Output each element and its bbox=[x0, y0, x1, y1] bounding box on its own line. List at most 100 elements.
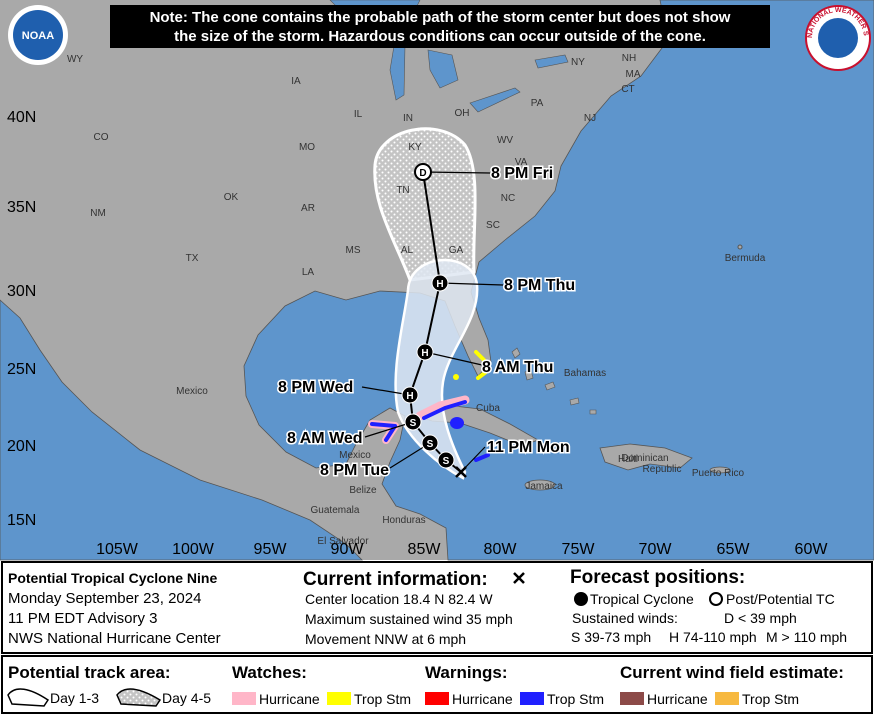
current-info: Movement NNW at 6 mph bbox=[305, 631, 466, 647]
lon-label: 95W bbox=[254, 541, 288, 558]
current-icon bbox=[513, 572, 525, 584]
forecast-key: Post/Potential TC bbox=[726, 591, 835, 607]
lon-label: 100W bbox=[172, 541, 215, 558]
hurricane-watch-cuba bbox=[415, 395, 470, 421]
key-title: Current wind field estimate: bbox=[620, 663, 844, 682]
lon-label: 90W bbox=[331, 541, 365, 558]
forecast-marker bbox=[431, 274, 449, 292]
track-area-key: Day 4-5 bbox=[162, 690, 211, 706]
track-area-key: Day 1-3 bbox=[50, 690, 99, 706]
place-label: OK bbox=[224, 192, 239, 203]
forecast-label: 11 PM Mon bbox=[487, 439, 570, 456]
lon-label: 105W bbox=[96, 541, 139, 558]
place-label: CO bbox=[94, 132, 109, 143]
storm-warning-cuba bbox=[422, 400, 467, 420]
note-line: the size of the storm. Hazardous conditi… bbox=[174, 28, 706, 45]
lon-label: 85W bbox=[408, 541, 442, 558]
storm-warning-isle bbox=[450, 417, 464, 429]
place-label: MA bbox=[626, 69, 641, 80]
place-label: IL bbox=[354, 109, 363, 120]
place-label: Mexico bbox=[339, 450, 371, 461]
forecast-key: D < 39 mph bbox=[724, 610, 797, 626]
legend-box bbox=[1, 561, 873, 654]
place-label: PA bbox=[531, 98, 544, 109]
storm-info: NWS National Hurricane Center bbox=[8, 630, 221, 647]
hazards bbox=[368, 350, 490, 462]
note-line: Note: The cone contains the probable pat… bbox=[150, 9, 731, 26]
forecast-marker-letter: S bbox=[427, 439, 434, 450]
current-info: Center location 18.4 N 82.4 W bbox=[305, 591, 493, 607]
key-swatch bbox=[715, 692, 739, 705]
storm-name: Potential Tropical Cyclone Nine bbox=[8, 570, 217, 586]
key-swatch bbox=[425, 692, 449, 705]
cone-day-4-5 bbox=[373, 127, 477, 282]
key-swatch bbox=[620, 692, 644, 705]
lon-label: 80W bbox=[484, 541, 518, 558]
atlantic-gulf-caribbean bbox=[243, 0, 874, 561]
hispaniola bbox=[599, 443, 693, 471]
lat-label: 20N bbox=[7, 438, 36, 455]
place-label: NJ bbox=[584, 113, 596, 124]
current-title: Current information: bbox=[303, 569, 488, 590]
key-label: Trop Stm bbox=[354, 691, 411, 707]
forecast-marker bbox=[416, 343, 434, 361]
forecast-label: 8 AM Wed bbox=[287, 430, 363, 447]
place-label: Cuba bbox=[476, 403, 500, 414]
place-label: LA bbox=[302, 267, 315, 278]
storm-warning-yucatan bbox=[370, 422, 397, 442]
place-label: Honduras bbox=[382, 515, 425, 526]
forecast-key: S 39-73 mph bbox=[571, 629, 651, 645]
forecast-label: 8 PM Thu bbox=[504, 277, 575, 294]
place-label: IA bbox=[291, 76, 301, 87]
forecast-marker-letter: H bbox=[421, 348, 428, 359]
storm-watch-keys bbox=[453, 374, 459, 380]
forecast-marker bbox=[401, 386, 419, 404]
forecast-marker bbox=[404, 413, 422, 431]
forecast-key: Tropical Cyclone bbox=[590, 591, 694, 607]
place-label: WY bbox=[67, 54, 83, 65]
track-area-title: Potential track area: bbox=[8, 663, 171, 682]
place-label: NY bbox=[571, 57, 585, 68]
place-label: NC bbox=[501, 193, 515, 204]
lat-label: 25N bbox=[7, 361, 36, 378]
note-box bbox=[110, 5, 770, 48]
bahamas bbox=[511, 347, 597, 415]
noaa-text: NOAA bbox=[22, 30, 54, 42]
lon-label: 60W bbox=[795, 541, 829, 558]
pacific bbox=[0, 299, 363, 561]
forecast-marker-letter: H bbox=[406, 391, 413, 402]
map bbox=[0, 0, 874, 561]
lat-label: 40N bbox=[7, 109, 36, 126]
place-label: MO bbox=[299, 142, 315, 153]
place-label: Puerto Rico bbox=[692, 468, 745, 479]
place-label: Mexico bbox=[176, 386, 208, 397]
storm-info: Monday September 23, 2024 bbox=[8, 590, 201, 607]
key-label: Trop Stm bbox=[547, 691, 604, 707]
track: S 11 PM Mon S 8 PM Tue S 8 AM Wed H 8 PM Wed H 8 … bbox=[277, 163, 577, 481]
forecast-label: 8 PM Fri bbox=[491, 165, 553, 182]
forecast-marker-letter: H bbox=[436, 279, 443, 290]
lon-label: 65W bbox=[717, 541, 751, 558]
place-label: GA bbox=[449, 245, 464, 256]
key-swatch bbox=[520, 692, 544, 705]
lat-label: 30N bbox=[7, 283, 36, 300]
forecast-title: Forecast positions: bbox=[570, 567, 745, 588]
bermuda bbox=[737, 244, 743, 250]
storm-warning-cayman bbox=[474, 453, 490, 462]
leader-line bbox=[424, 351, 483, 366]
place-label: TX bbox=[186, 253, 199, 264]
key-swatch bbox=[327, 692, 351, 705]
key-label: Hurricane bbox=[647, 691, 708, 707]
tropical-icon bbox=[574, 592, 588, 606]
place-label: Jamaica bbox=[525, 481, 563, 492]
key-label: Hurricane bbox=[452, 691, 513, 707]
forecast-key: Sustained winds: bbox=[572, 610, 678, 626]
place-label: Republic bbox=[643, 464, 682, 475]
place-label: Dominican bbox=[621, 453, 668, 464]
post-icon bbox=[709, 592, 723, 606]
forecast-key: H 74-110 mph bbox=[669, 629, 757, 645]
place-label: VA bbox=[515, 157, 528, 168]
puerto-rico bbox=[709, 466, 731, 474]
lon-label: 75W bbox=[562, 541, 596, 558]
storm-info: 11 PM EDT Advisory 3 bbox=[8, 610, 158, 627]
